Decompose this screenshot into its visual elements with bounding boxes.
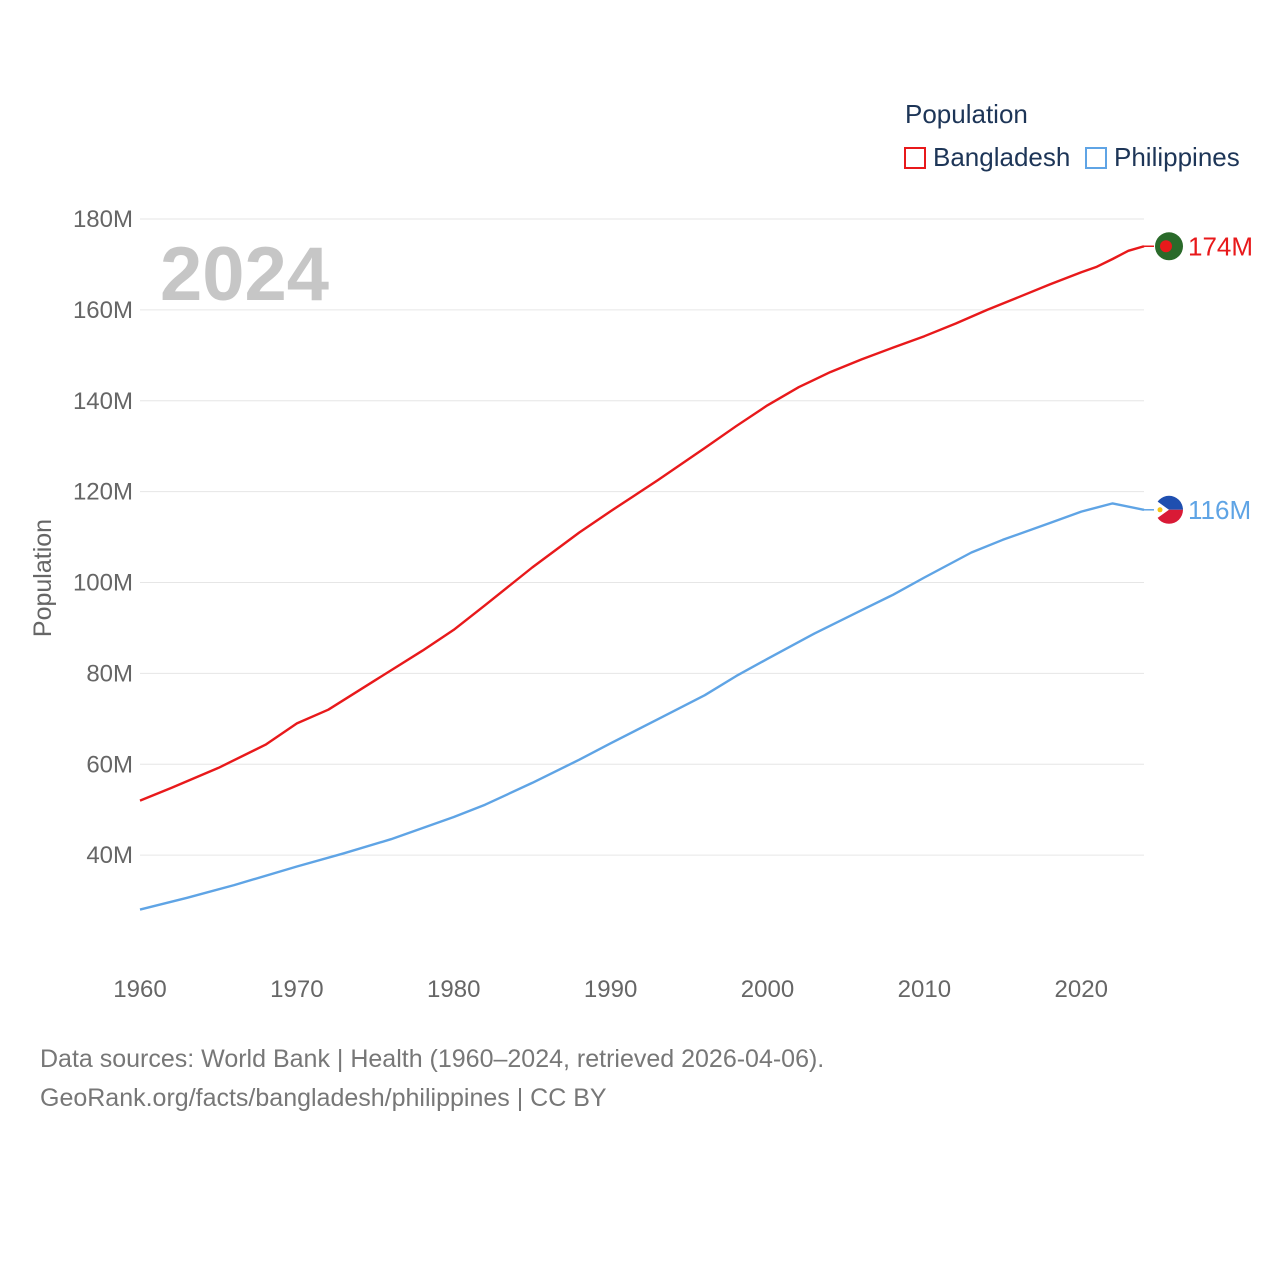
legend-swatch-philippines — [1085, 146, 1107, 169]
footer-attribution: GeoRank.org/facts/bangladesh/philippines… — [40, 1084, 607, 1112]
series-line-bangladesh — [139, 245, 1145, 802]
x-tick-label: 2010 — [898, 976, 951, 1003]
legend-label-bangladesh: Bangladesh — [933, 142, 1071, 172]
y-tick-label: 120M — [73, 479, 133, 506]
flag-sun — [1157, 507, 1163, 513]
x-tick-label: 1960 — [113, 976, 166, 1003]
y-tick-label: 100M — [73, 570, 133, 597]
year-watermark: 2024 — [160, 232, 329, 317]
legend-item-philippines[interactable]: Philippines — [1085, 142, 1240, 173]
end-value-label-philippines: 116M — [1188, 495, 1251, 525]
y-tick-label: 80M — [86, 660, 133, 687]
x-tick-label: 1990 — [584, 976, 637, 1003]
x-axis-ticks: 1960 1970 1980 1990 2000 2010 2020 — [113, 976, 1108, 1003]
legend-title: Population — [905, 99, 1028, 129]
x-tick-label: 1970 — [270, 976, 323, 1003]
series-lines — [139, 245, 1145, 911]
legend-label-philippines: Philippines — [1114, 142, 1240, 172]
y-tick-label: 160M — [73, 297, 133, 324]
y-tick-label: 40M — [86, 842, 133, 869]
series-line-philippines — [139, 502, 1145, 911]
y-axis-label: Population — [29, 519, 57, 637]
legend-swatch-bangladesh — [904, 146, 926, 169]
y-tick-label: 140M — [73, 388, 133, 415]
y-tick-label: 60M — [86, 751, 133, 778]
end-value-label-bangladesh: 174M — [1188, 231, 1253, 261]
x-tick-label: 2000 — [741, 976, 794, 1003]
y-axis-ticks: 40M 60M 80M 100M 120M 140M 160M 180M — [73, 206, 133, 869]
series-end-markers: 174M 116M — [1144, 231, 1253, 525]
legend-item-bangladesh[interactable]: Bangladesh — [904, 142, 1070, 173]
x-tick-label: 1980 — [427, 976, 480, 1003]
footer-sources: Data sources: World Bank | Health (1960–… — [40, 1045, 825, 1073]
y-tick-label: 180M — [73, 206, 133, 233]
flag-disc — [1160, 240, 1172, 253]
x-tick-label: 2020 — [1055, 976, 1108, 1003]
